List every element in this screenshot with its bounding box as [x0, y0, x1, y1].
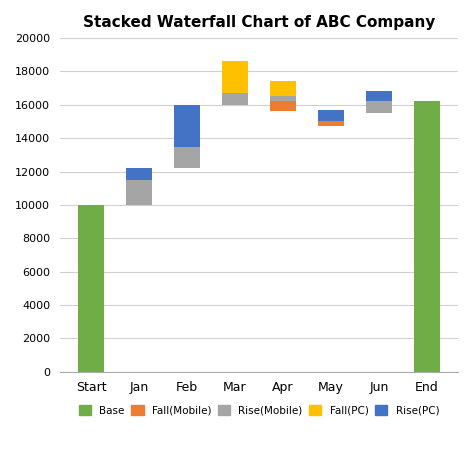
Bar: [318, 110, 344, 121]
Bar: [365, 101, 392, 113]
Bar: [126, 180, 152, 205]
Bar: [365, 92, 392, 101]
Legend: Base, Fall(Mobile), Rise(Mobile), Fall(PC), Rise(PC): Base, Fall(Mobile), Rise(Mobile), Fall(P…: [74, 401, 444, 420]
Bar: [318, 121, 344, 127]
Bar: [126, 168, 152, 180]
Bar: [270, 101, 296, 112]
Bar: [270, 81, 296, 97]
Bar: [414, 101, 440, 372]
Bar: [222, 62, 248, 93]
Title: Stacked Waterfall Chart of ABC Company: Stacked Waterfall Chart of ABC Company: [83, 15, 435, 30]
Bar: [222, 93, 248, 105]
Bar: [174, 147, 200, 168]
Bar: [174, 105, 200, 147]
Bar: [78, 205, 104, 372]
Bar: [270, 97, 296, 101]
